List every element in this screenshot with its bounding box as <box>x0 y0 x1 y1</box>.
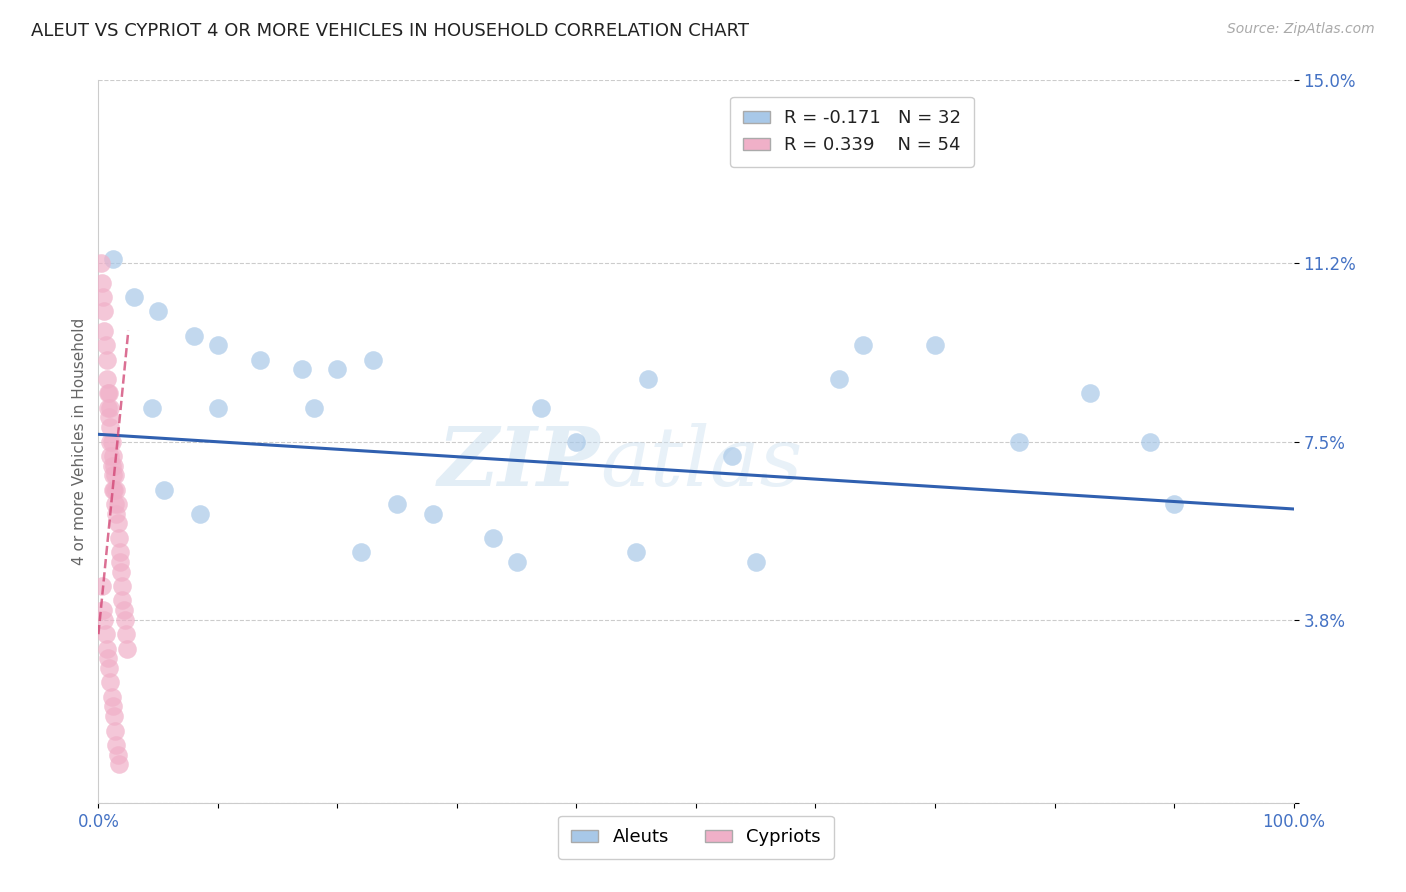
Point <box>153 483 176 497</box>
Point <box>101 468 124 483</box>
Point <box>302 401 325 415</box>
Point <box>188 507 211 521</box>
Point <box>91 290 114 304</box>
Point <box>103 709 125 723</box>
Point <box>104 497 127 511</box>
Point <box>93 304 115 318</box>
Point <box>97 386 120 401</box>
Point <box>101 483 124 497</box>
Point <box>103 483 125 497</box>
Point <box>91 579 114 593</box>
Point <box>104 468 127 483</box>
Point <box>97 651 120 665</box>
Point <box>924 338 946 352</box>
Point <box>114 613 136 627</box>
Point <box>98 675 122 690</box>
Point <box>110 565 132 579</box>
Point <box>626 545 648 559</box>
Point <box>637 372 659 386</box>
Point <box>1080 386 1102 401</box>
Point <box>91 603 114 617</box>
Point <box>90 256 112 270</box>
Point <box>363 352 385 367</box>
Point <box>93 324 115 338</box>
Point <box>96 641 118 656</box>
Point <box>96 372 118 386</box>
Point <box>350 545 373 559</box>
Point <box>98 386 121 401</box>
Point <box>104 723 127 738</box>
Text: Source: ZipAtlas.com: Source: ZipAtlas.com <box>1227 22 1375 37</box>
Legend: Aleuts, Cypriots: Aleuts, Cypriots <box>558 815 834 859</box>
Point <box>91 276 114 290</box>
Point <box>98 661 121 675</box>
Point <box>115 627 138 641</box>
Point <box>422 507 444 521</box>
Point <box>828 372 851 386</box>
Point <box>107 516 129 531</box>
Point <box>1163 497 1185 511</box>
Point <box>101 252 124 266</box>
Point <box>115 641 138 656</box>
Point <box>482 531 505 545</box>
Point <box>100 690 122 704</box>
Y-axis label: 4 or more Vehicles in Household: 4 or more Vehicles in Household <box>72 318 87 566</box>
Point <box>93 613 115 627</box>
Text: atlas: atlas <box>600 423 803 503</box>
Point <box>98 410 121 425</box>
Point <box>111 593 134 607</box>
Point <box>148 304 170 318</box>
Point <box>107 757 129 772</box>
Point <box>105 507 128 521</box>
Point <box>98 449 122 463</box>
Point <box>183 328 205 343</box>
Point <box>107 497 129 511</box>
Point <box>97 401 120 415</box>
Point <box>565 434 588 449</box>
Point <box>249 352 271 367</box>
Text: ZIP: ZIP <box>437 423 600 503</box>
Point <box>1008 434 1031 449</box>
Point <box>105 483 128 497</box>
Point <box>530 401 553 415</box>
Point <box>112 603 135 617</box>
Point <box>101 699 124 714</box>
Point <box>385 497 409 511</box>
Point <box>100 434 122 449</box>
Point <box>721 449 744 463</box>
Point <box>141 401 163 415</box>
Point <box>326 362 349 376</box>
Point <box>98 434 122 449</box>
Point <box>207 338 229 352</box>
Point <box>124 290 146 304</box>
Point <box>291 362 314 376</box>
Point <box>94 338 117 352</box>
Point <box>107 747 129 762</box>
Point <box>101 449 124 463</box>
Point <box>98 420 122 434</box>
Point <box>94 627 117 641</box>
Point <box>1139 434 1161 449</box>
Point <box>111 579 134 593</box>
Point <box>98 401 122 415</box>
Point <box>506 555 529 569</box>
Point <box>745 555 768 569</box>
Point <box>108 545 131 559</box>
Point <box>100 458 122 473</box>
Point <box>103 458 125 473</box>
Point <box>107 531 129 545</box>
Point <box>96 352 118 367</box>
Point <box>207 401 229 415</box>
Point <box>852 338 875 352</box>
Point <box>108 555 131 569</box>
Text: ALEUT VS CYPRIOT 4 OR MORE VEHICLES IN HOUSEHOLD CORRELATION CHART: ALEUT VS CYPRIOT 4 OR MORE VEHICLES IN H… <box>31 22 749 40</box>
Point <box>105 738 128 752</box>
